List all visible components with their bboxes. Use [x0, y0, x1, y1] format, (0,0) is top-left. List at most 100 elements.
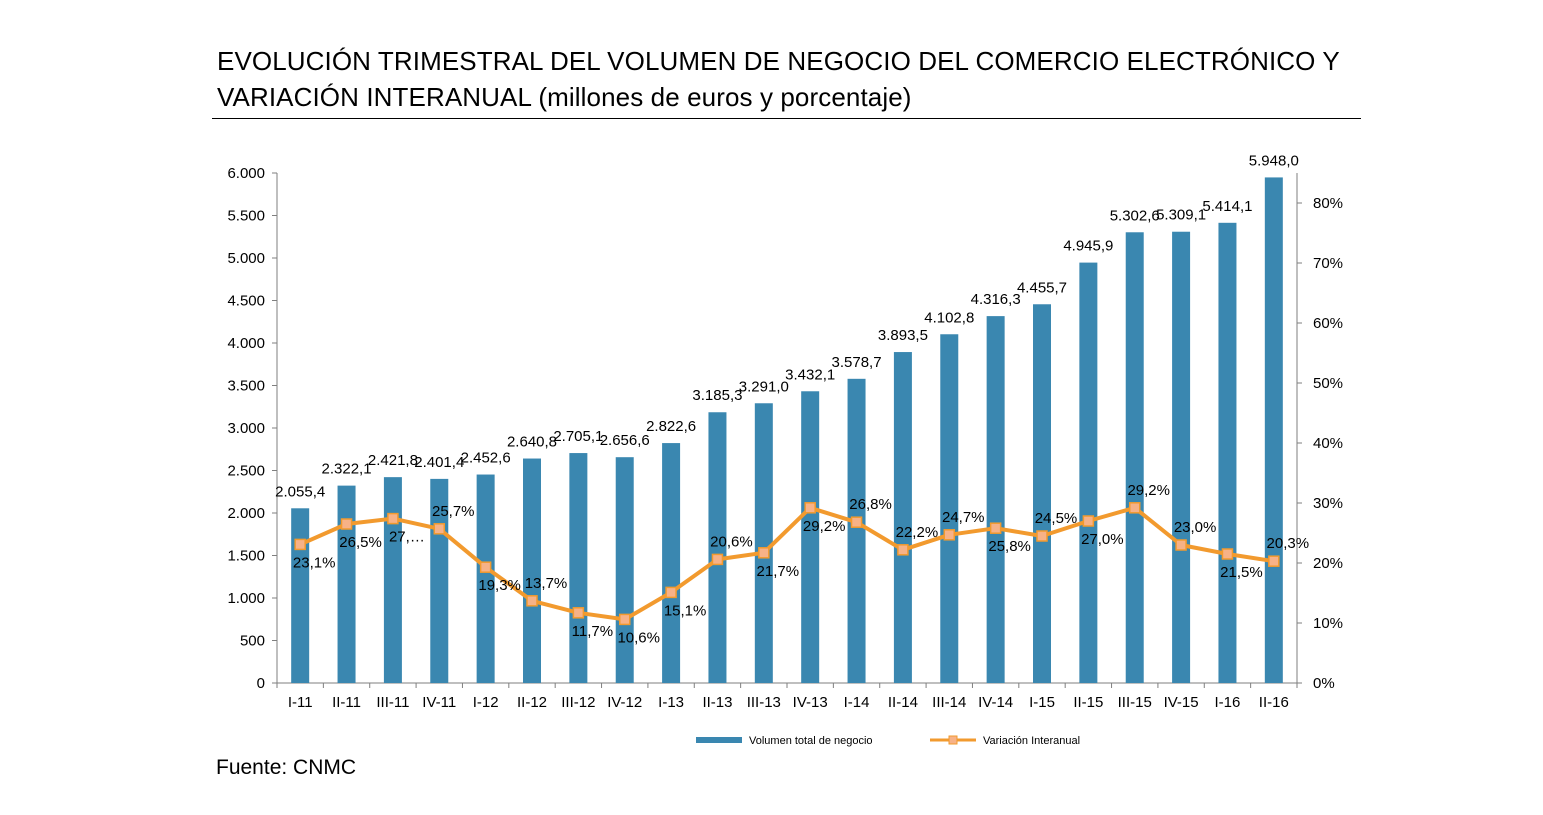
line-point: [804, 502, 816, 514]
x-axis-tick-label: I-11: [288, 694, 313, 711]
line-data-label: 24,5%: [1035, 510, 1078, 527]
x-axis-tick-label: III-13: [747, 694, 781, 711]
left-axis-tick-label: 500: [240, 633, 265, 650]
bar: [662, 443, 681, 683]
x-axis-tick-label: I-13: [658, 694, 684, 711]
left-axis-tick-label: 4.000: [227, 335, 265, 352]
bar-series: [291, 177, 1283, 684]
x-axis-tick-label: I-15: [1029, 694, 1055, 711]
line-point: [1128, 502, 1141, 514]
x-axis-tick-label: IV-11: [422, 694, 456, 711]
bar: [569, 453, 588, 683]
line-data-label: 25,8%: [988, 538, 1031, 555]
x-axis-tick-label: II-14: [888, 694, 918, 711]
x-axis-tick-label: II-13: [702, 694, 732, 711]
line-data-label: 21,7%: [757, 563, 800, 580]
line-data-label: 27,…: [389, 529, 425, 546]
bar-data-label: 2.055,4: [275, 483, 325, 500]
line-data-label: 19,3%: [478, 577, 521, 594]
left-axis-tick-label: 3.000: [227, 420, 265, 437]
bar-data-label: 2.705,1: [553, 428, 603, 445]
bar-data-labels: 2.055,4 2.322,12.421,82.401,42.452,62.640…: [275, 152, 1299, 500]
left-axis-tick-label: 1.500: [227, 548, 265, 565]
x-axis-tick-label: IV-12: [607, 694, 642, 711]
bar: [1033, 304, 1051, 683]
line-data-label: 21,5%: [1220, 564, 1263, 581]
line-data-label: 26,8%: [849, 496, 892, 513]
bar: [476, 474, 495, 683]
bar-data-label: 3.893,5: [878, 327, 928, 344]
bar-data-label: 4.455,7: [1017, 279, 1067, 296]
left-axis-tick-label: 5.500: [227, 208, 265, 225]
line-data-label: 24,7%: [942, 509, 985, 526]
legend: Volumen total de negocio Variación Intera…: [696, 735, 1080, 747]
left-axis-tick-label: 2.500: [227, 463, 265, 480]
line-point: [850, 516, 863, 528]
bar-data-label: 5.302,6: [1110, 207, 1160, 224]
bar: [337, 485, 356, 683]
line-data-label: 15,1%: [664, 602, 707, 619]
line-data-label: 23,0%: [1174, 519, 1217, 536]
bar-data-label: 4.945,9: [1063, 238, 1113, 255]
x-axis: I-11 II-11 III-11 IV-11 I-12 II-12 III-12 IV-12…: [276, 682, 1298, 711]
x-axis-tick-label: IV-13: [793, 694, 828, 711]
line-point: [665, 586, 677, 599]
x-axis-tick-label: II-15: [1073, 694, 1103, 711]
x-axis-tick-label: III-11: [376, 694, 409, 711]
line-point: [989, 522, 1002, 534]
line-path: [299, 505, 1275, 622]
line-data-label: 26,5%: [339, 534, 382, 551]
bar: [708, 412, 727, 683]
bar: [754, 403, 773, 683]
line-point: [711, 553, 724, 566]
right-axis-tick-label: 10%: [1313, 615, 1343, 632]
x-axis-tick-label: I-16: [1215, 694, 1241, 711]
x-axis-tick-label: I-14: [844, 694, 870, 711]
x-axis-tick-label: III-12: [561, 694, 595, 711]
bar-data-label: 2.640,8: [507, 434, 557, 451]
line-point: [758, 547, 770, 559]
source-note: Fuente: CNMC: [216, 756, 357, 779]
left-axis-tick-label: 1.000: [227, 590, 265, 607]
legend-line-label: Variación Interanual: [983, 735, 1080, 747]
left-axis: 0 500 1.000 1.500 2.000 2.500 3.000 3.500 4.000 4…: [227, 165, 278, 692]
bar: [1079, 262, 1098, 683]
bar-data-label: 5.948,0: [1249, 152, 1299, 169]
line-data-label: 22,2%: [896, 524, 939, 541]
line-point: [340, 518, 353, 530]
bar-data-label: 2.656,6: [600, 432, 650, 449]
bar-data-label: 2.452,6: [461, 450, 511, 467]
line-data-label: 20,6%: [710, 533, 753, 550]
right-axis-tick-label: 40%: [1313, 435, 1343, 452]
bar: [1218, 222, 1237, 683]
bar: [940, 334, 959, 683]
right-axis-tick-label: 80%: [1313, 195, 1343, 212]
right-axis-tick-label: 70%: [1313, 255, 1343, 272]
right-axis-tick-label: 20%: [1313, 555, 1343, 572]
bar: [383, 477, 402, 683]
bar-data-label: 5.309,1: [1156, 207, 1206, 224]
bar-data-label: 5.414,1: [1202, 198, 1252, 215]
line-data-label: 13,7%: [525, 575, 568, 592]
chart-title-line1: EVOLUCIÓN TRIMESTRAL DEL VOLUMEN DE NEGO…: [217, 46, 1340, 76]
bar-data-label: 2.322,1: [322, 461, 372, 478]
bar-data-label: 3.578,7: [832, 354, 882, 371]
x-axis-tick-label: IV-14: [978, 694, 1013, 711]
right-axis-tick-label: 30%: [1313, 495, 1343, 512]
x-axis-tick-label: II-16: [1259, 694, 1289, 711]
bar: [1172, 231, 1191, 683]
bar-data-label: 2.401,4: [414, 454, 464, 471]
line-point: [1082, 515, 1095, 527]
bar: [1125, 232, 1144, 684]
bar: [893, 352, 912, 683]
bar-data-label: 3.432,1: [785, 366, 835, 383]
legend-line-marker: [948, 735, 958, 745]
line-point: [526, 595, 538, 607]
line-point: [1221, 548, 1234, 560]
bar: [615, 457, 634, 683]
bar: [523, 458, 541, 683]
left-axis-tick-label: 6.000: [227, 165, 265, 182]
line-point: [897, 544, 909, 556]
bar: [1264, 177, 1283, 684]
